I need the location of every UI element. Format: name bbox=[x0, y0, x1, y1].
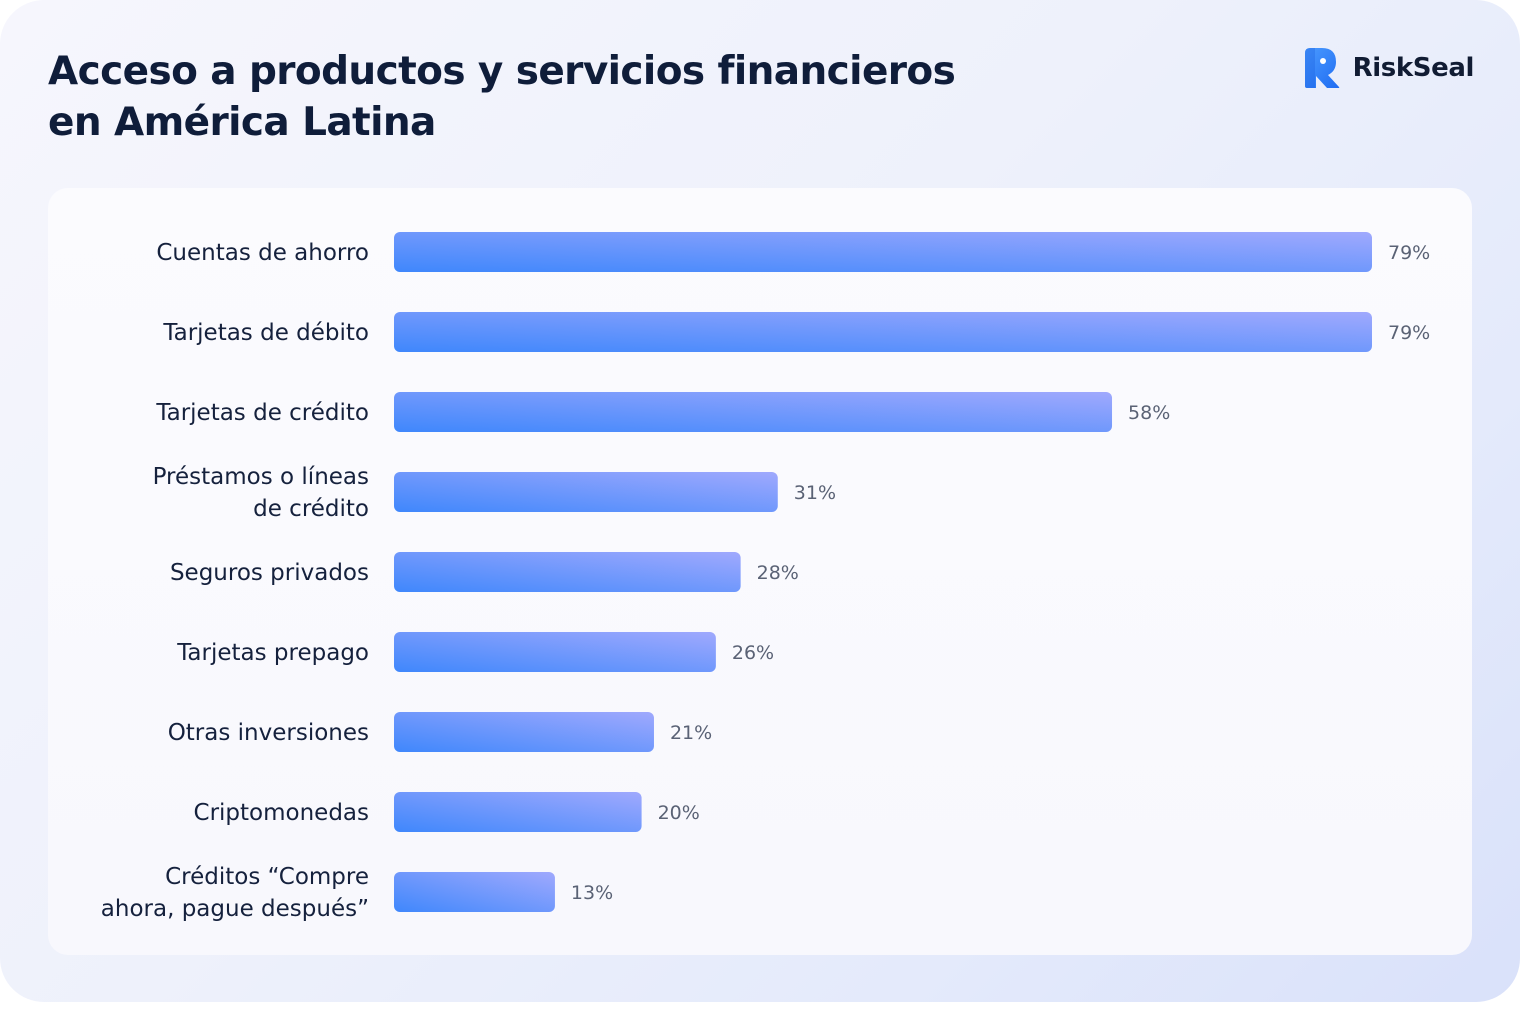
category-label-5: Tarjetas prepago bbox=[176, 640, 369, 666]
bar-8 bbox=[394, 872, 555, 912]
category-label-2: Tarjetas de crédito bbox=[155, 400, 369, 426]
category-label-8-line-0: Créditos “Compre bbox=[165, 864, 369, 890]
chart-title: Acceso a productos y servicios financier… bbox=[48, 46, 956, 148]
bar-3 bbox=[394, 472, 778, 512]
category-label-0: Cuentas de ahorro bbox=[156, 240, 369, 266]
bar-6 bbox=[394, 712, 654, 752]
value-label-3: 31% bbox=[794, 482, 836, 504]
brand-logo: RiskSeal bbox=[1301, 47, 1474, 89]
brand-name: RiskSeal bbox=[1352, 53, 1475, 83]
value-label-5: 26% bbox=[732, 642, 774, 664]
value-label-6: 21% bbox=[670, 722, 712, 744]
bar-4 bbox=[394, 552, 741, 592]
bar-7 bbox=[394, 792, 642, 832]
value-label-0: 79% bbox=[1388, 242, 1430, 264]
category-label-4: Seguros privados bbox=[170, 560, 369, 586]
value-label-4: 28% bbox=[757, 562, 799, 584]
bar-chart: 79% Cuentas de ahorro 79% Tarjetas de débit… bbox=[101, 232, 1430, 922]
category-label-6: Otras inversiones bbox=[168, 720, 369, 746]
riskseal-logo-icon bbox=[1304, 48, 1340, 88]
chart-title-line-2: en América Latina bbox=[48, 100, 436, 145]
value-label-7: 20% bbox=[658, 802, 700, 824]
category-label-3-line-1: de crédito bbox=[253, 496, 369, 522]
chart-title-line-1: Acceso a productos y servicios financier… bbox=[48, 49, 956, 94]
bar-0 bbox=[394, 232, 1372, 272]
value-label-2: 58% bbox=[1128, 402, 1170, 424]
category-label-7: Criptomonedas bbox=[194, 800, 369, 826]
category-label-8-line-1: ahora, pague después” bbox=[101, 896, 369, 922]
chart-marks: 79% Cuentas de ahorro 79% Tarjetas de débit… bbox=[101, 232, 1430, 922]
bar-1 bbox=[394, 312, 1372, 352]
chart-card: 79% Cuentas de ahorro 79% Tarjetas de débit… bbox=[48, 188, 1472, 955]
value-label-1: 79% bbox=[1388, 322, 1430, 344]
category-label-3-line-0: Préstamos o líneas bbox=[153, 464, 369, 490]
bar-5 bbox=[394, 632, 716, 672]
bar-2 bbox=[394, 392, 1113, 432]
value-label-8: 13% bbox=[571, 882, 613, 904]
category-label-1: Tarjetas de débito bbox=[162, 320, 369, 346]
